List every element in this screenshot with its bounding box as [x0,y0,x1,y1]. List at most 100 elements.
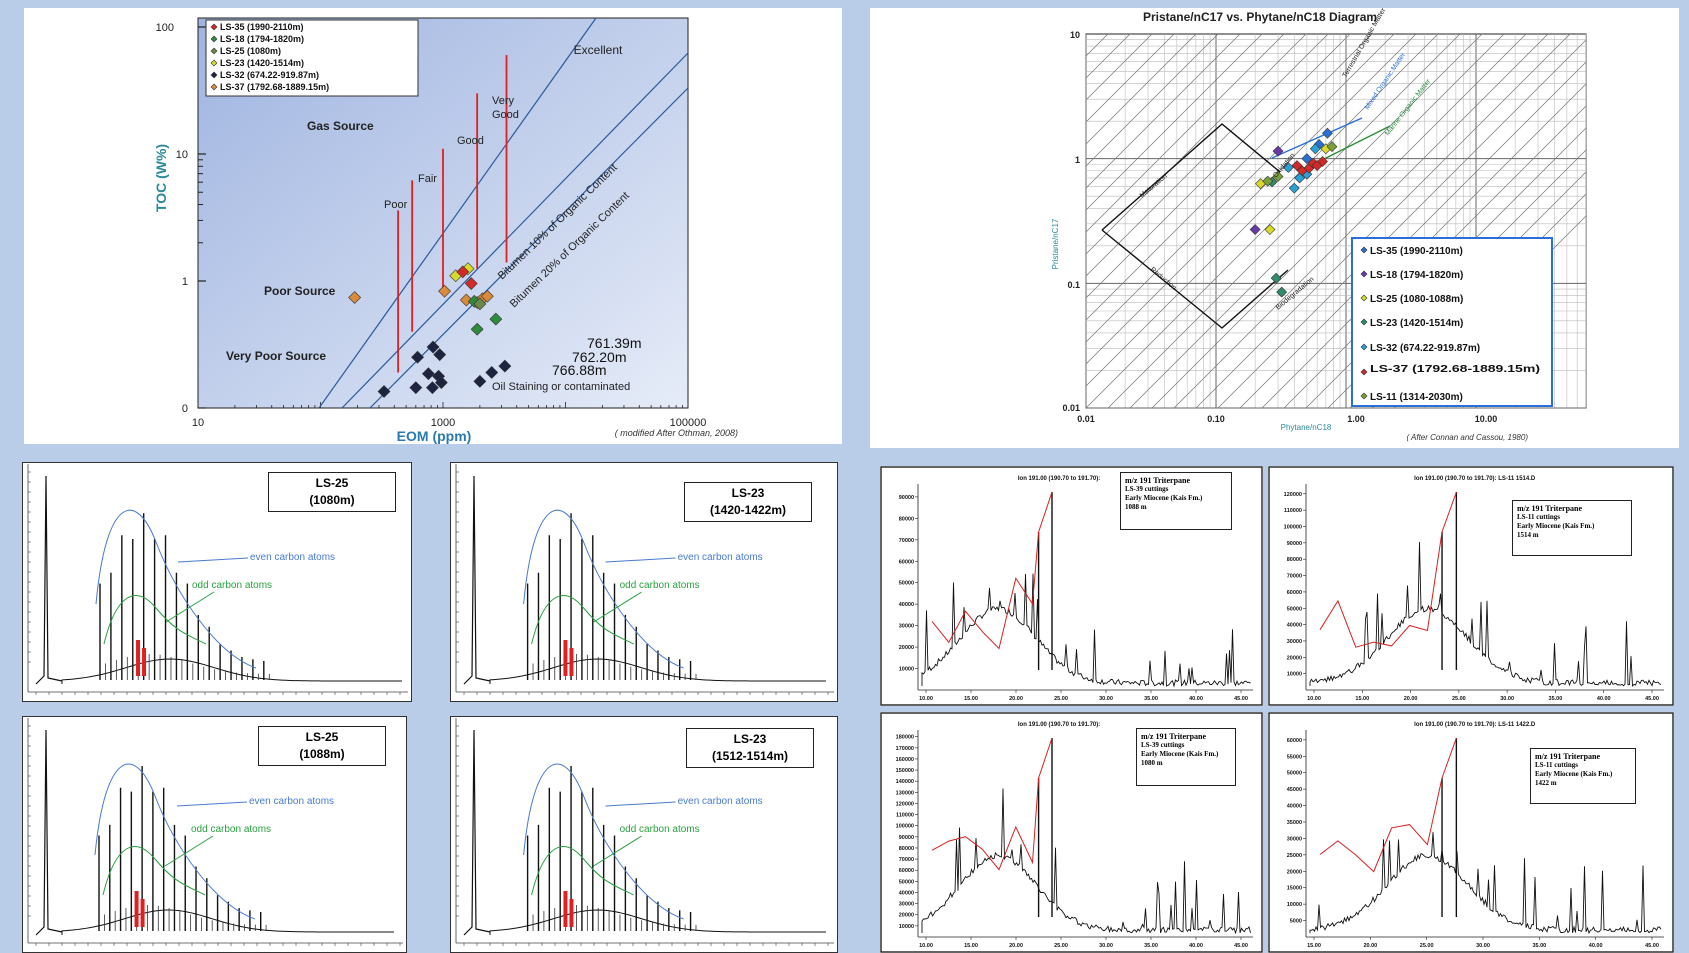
data-point [489,312,503,326]
gc-label-box: LS-25 (1080m) [268,472,396,512]
zone-label: Good [457,135,484,147]
zone-label: Gas Source [307,119,374,133]
ion-header: Ion 191.00 (190.70 to 191.70): LS-11 151… [1414,476,1536,482]
x-tick-label: 100000 [670,417,707,429]
legend-entry: LS-18 (1794-1820m) [220,34,304,44]
frame [1268,712,1674,953]
data-point [1360,392,1368,400]
x-tick-label: 10.00 [1307,696,1321,702]
bitumen-line [341,52,689,409]
data-point [1272,145,1284,157]
y-tick-label: 170000 [896,746,914,752]
well-name: LS-23 [733,732,767,746]
zone-label: Good [492,109,519,121]
legend-entry: LS-35 (1990-2110m) [220,22,304,32]
data-point [210,59,218,67]
odd-envelope [102,846,206,896]
zone-label: Very [492,95,515,107]
odd-envelope [531,595,634,645]
y-tick-label: 70000 [899,538,914,544]
gc-label-box: LS-25 (1088m) [258,726,386,766]
data-point [210,71,218,79]
ms-chart: Ion 191.00 (190.70 to 191.70): 10000 20000… [880,712,1263,953]
data-point [426,340,440,354]
ms-well: LS-11 cuttings [1535,761,1578,769]
credit-text: ( modified After Othman, 2008) [615,428,738,438]
ratio-line [1195,34,1571,408]
x-tick-label: 35.00 [1144,696,1158,702]
y-tick-label: 10 [1070,30,1080,40]
y-tick-label: 60000 [1287,738,1302,744]
data-point [409,381,423,395]
ms-chart: Ion 191.00 (190.70 to 191.70): 10000 20000… [880,466,1263,706]
ratio-line [870,8,1122,408]
zone-label: Oil Staining or contaminated [492,381,630,393]
odd-label: odd carbon atoms [192,580,272,591]
zone-label: Poor Source [264,284,336,298]
y-tick-label: 50000 [899,581,914,587]
y-tick-label: 90000 [899,495,914,501]
y-tick-label: 20000 [1287,655,1302,661]
ratio-line [1151,34,1527,408]
data-point [1360,368,1368,376]
ion-trace [1309,832,1662,935]
x-tick-label: 30.00 [1099,696,1113,702]
x-tick-label: 30.00 [1476,943,1490,949]
data-point [434,376,448,390]
odd-label: odd carbon atoms [620,580,700,591]
data-point [485,366,499,379]
pristane-peak [136,640,141,676]
ion-trace [1309,542,1662,687]
x-tick-label: 40.00 [1597,696,1611,702]
y-tick-label: 20000 [899,645,914,651]
well-depth: (1420-1422m) [709,503,787,517]
odd-envelope [103,595,207,645]
y-tick-label: 60000 [1287,590,1302,596]
x-tick-label: 25.00 [1054,696,1068,702]
x-tick-label: 40.00 [1189,696,1203,702]
x-tick-label: 15.00 [1307,943,1321,949]
reduction-arrow [1101,229,1289,329]
y-tick-label: 60000 [899,868,914,874]
ratio-line [1086,34,1417,365]
ms-title: m/z 191 Triterpane [1125,476,1191,485]
x-tick-label: 10 [192,417,204,429]
data-point [1360,270,1368,278]
y-tick-label: 30000 [1287,836,1302,842]
gc-chromatogram-3: even carbon atoms odd carbon atoms LS-25 … [22,716,407,953]
solvent-peak [35,729,63,936]
ms-label-box: m/z 191 Triterpane LS-11 cuttings Early … [1530,748,1636,804]
data-point [470,322,484,336]
y-tick-label: 60000 [899,559,914,565]
legend-entry: LS-11 (1314-2030m) [1370,392,1463,403]
x-tick-label: 30.00 [1500,696,1514,702]
frame [22,462,412,702]
ms-title: m/z 191 Triterpane [1517,504,1583,513]
legend-entry: LS-25 (1080-1088m) [1370,294,1463,305]
y-tick-label: 80000 [899,516,914,522]
gc-chromatogram-2: even carbon atoms odd carbon atoms LS-23 … [450,462,838,702]
y-tick-label: 10000 [1287,672,1302,678]
y-tick-label: 40000 [1287,623,1302,629]
even-label: even carbon atoms [250,552,335,563]
data-point [421,367,435,381]
y-tick-label: 70000 [899,857,914,863]
data-point [456,265,470,279]
y-tick-label: 10000 [899,667,914,673]
ion-trace [921,573,1251,688]
y-tick-label: 50000 [899,879,914,885]
data-point [1360,246,1368,254]
gc-chart: even carbon atoms odd carbon atoms [450,716,838,953]
x-tick-label: 40.00 [1589,943,1603,949]
legend-box [205,19,419,97]
zone-label: Very Poor Source [226,349,326,363]
x-tick-label: 20.00 [1009,943,1023,949]
y-tick-label: 100000 [896,824,914,830]
data-point [473,297,487,311]
even-label: even carbon atoms [678,552,763,563]
marine-arrow [1271,117,1363,159]
well-depth: (1088m) [299,747,345,761]
y-tick-label: 10 [176,149,188,161]
y-tick-label: 90000 [1287,541,1302,547]
y-tick-label: 0.1 [1067,280,1080,290]
